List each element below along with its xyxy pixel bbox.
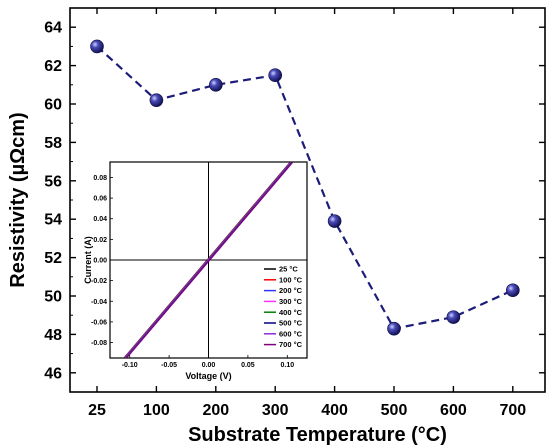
inset-x-axis-title: Voltage (V) [185,371,231,381]
y-tick-label: 58 [44,135,62,152]
y-tick-label: 56 [44,173,62,190]
legend-label: 300 °C [279,297,303,306]
y-tick-label: 48 [44,327,62,344]
x-axis-title: Substrate Temperature (°C) [188,424,447,446]
y-tick-label: 52 [44,250,62,267]
inset-x-tick-label: -0.05 [161,362,177,369]
y-axis-title: Resistivity (µΩcm) [7,112,29,287]
inset-y-tick-label: 0.04 [93,216,107,223]
legend-label: 25 °C [279,265,298,274]
x-tick-label: 200 [202,402,229,419]
inset-y-tick-label: -0.04 [91,299,107,306]
data-point [90,39,104,54]
y-tick-label: 50 [44,289,62,306]
inset-y-tick-label: 0.00 [93,258,107,265]
data-point [387,321,401,336]
inset-series-line [126,162,293,358]
inset-x-tick-label: -0.10 [122,362,138,369]
inset-y-tick-label: -0.08 [91,340,107,347]
y-tick-label: 54 [44,212,62,229]
x-tick-label: 700 [499,402,526,419]
x-tick-label: 400 [321,402,348,419]
x-tick-label: 300 [262,402,289,419]
data-point [327,214,342,228]
inset-x-tick-label: 0.00 [202,362,216,369]
x-tick-label: 500 [381,402,408,419]
y-tick-label: 60 [44,97,62,114]
inset-y-tick-label: -0.06 [91,319,107,326]
x-tick-label: 100 [143,402,170,419]
legend-label: 700 °C [279,340,303,349]
y-tick-label: 62 [44,58,62,75]
data-point [268,68,283,82]
legend-label: 500 °C [279,319,303,328]
inset-y-axis-title: Current (A) [83,236,93,284]
data-point [209,78,223,92]
inset-series-group [124,162,293,358]
legend-label: 600 °C [279,329,303,338]
series-line [96,45,514,330]
inset-y-tick-label: 0.02 [93,237,107,244]
inset-x-tick-label: 0.10 [280,362,294,369]
inset-y-tick-label: 0.08 [93,175,107,182]
inset-x-tick-label: 0.05 [241,362,255,369]
x-tick-label: 25 [88,402,106,419]
y-tick-label: 64 [44,20,62,37]
data-point [446,310,461,324]
data-point [505,283,520,298]
legend-label: 100 °C [279,275,303,284]
legend-label: 400 °C [279,308,303,317]
y-tick-label: 46 [44,365,62,382]
inset-y-tick-label: -0.02 [91,278,107,285]
legend-label: 200 °C [279,286,303,295]
data-point [149,93,164,107]
x-tick-label: 600 [440,402,467,419]
inset-y-tick-label: 0.06 [93,196,107,203]
